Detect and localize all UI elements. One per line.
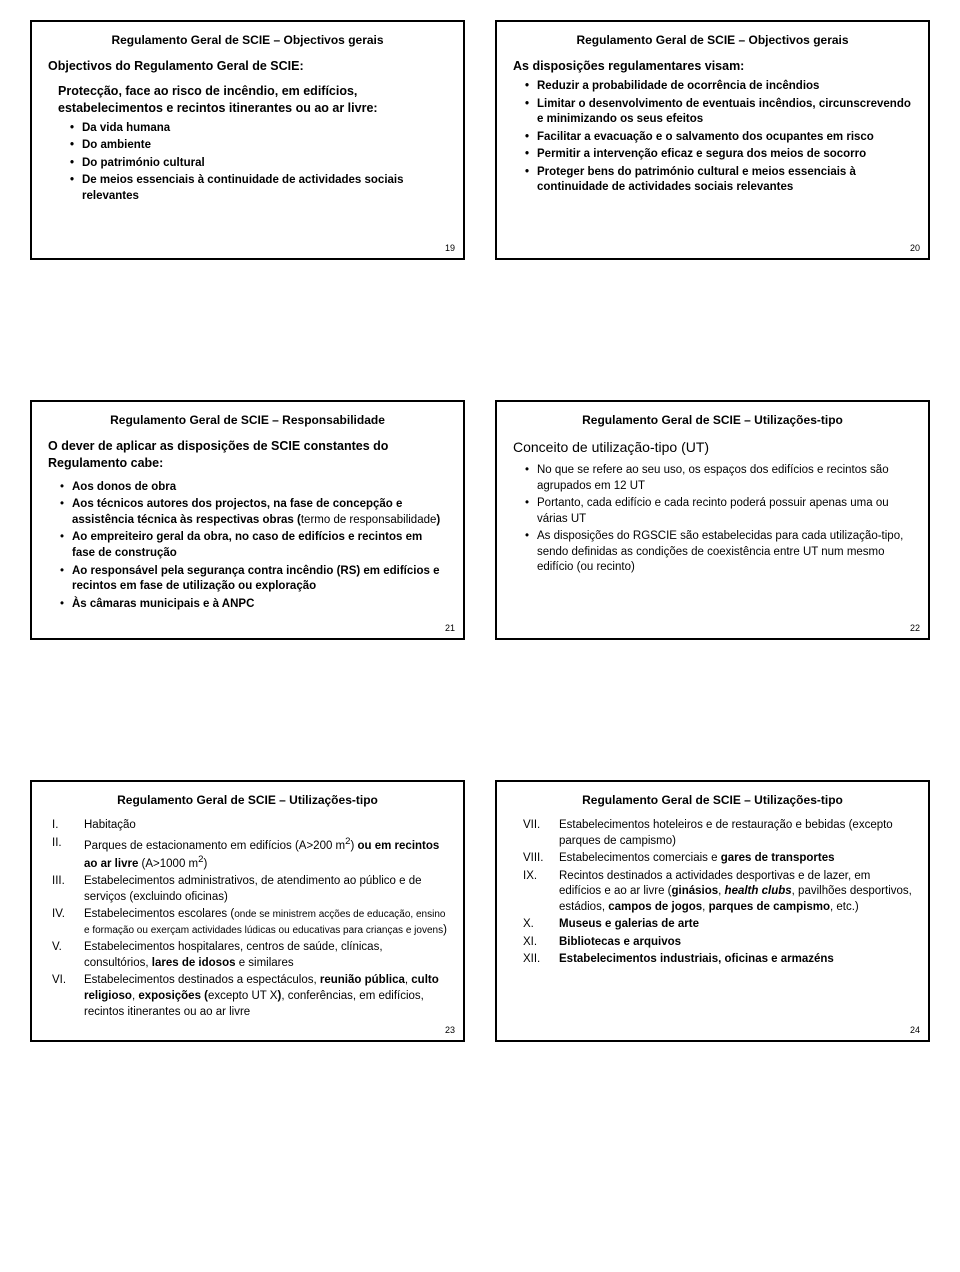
roman-numeral: XII. [523, 952, 559, 968]
item-text: Estabelecimentos hospitalares, centros d… [84, 940, 447, 971]
item-text: Museus e galerias de arte [559, 917, 699, 933]
slide-20: Regulamento Geral de SCIE – Objectivos g… [495, 20, 930, 260]
list-item: II.Parques de estacionamento em edifício… [52, 836, 447, 873]
slide-22: Regulamento Geral de SCIE – Utilizações-… [495, 400, 930, 640]
slide-title: Regulamento Geral de SCIE – Utilizações-… [513, 792, 912, 808]
roman-numeral: IX. [523, 869, 559, 916]
roman-numeral: I. [52, 818, 84, 834]
slide-heading: Objectivos do Regulamento Geral de SCIE: [48, 58, 447, 75]
slide-title: Regulamento Geral de SCIE – Objectivos g… [513, 32, 912, 48]
list-item: Da vida humana [72, 121, 447, 137]
item-text: Recintos destinados a actividades despor… [559, 869, 912, 916]
item-text: Estabelecimentos destinados a espectácul… [84, 973, 447, 1020]
list-item: Permitir a intervenção eficaz e segura d… [527, 147, 912, 163]
list-item: Do património cultural [72, 156, 447, 172]
list-item: No que se refere ao seu uso, os espaços … [527, 463, 912, 494]
page-number: 20 [910, 242, 920, 254]
roman-numeral: VI. [52, 973, 84, 1020]
list-item: De meios essenciais à continuidade de ac… [72, 173, 447, 204]
list-item: Do ambiente [72, 138, 447, 154]
roman-numeral: VII. [523, 818, 559, 849]
roman-numeral: III. [52, 874, 84, 905]
roman-numeral: IV. [52, 907, 84, 938]
roman-numeral: V. [52, 940, 84, 971]
slide-23: Regulamento Geral de SCIE – Utilizações-… [30, 780, 465, 1042]
page-number: 19 [445, 242, 455, 254]
slide-21: Regulamento Geral de SCIE – Responsabili… [30, 400, 465, 640]
item-text: Bibliotecas e arquivos [559, 935, 681, 951]
item-text: Estabelecimentos escolares (onde se mini… [84, 907, 447, 938]
bullet-list: Reduzir a probabilidade de ocorrência de… [513, 79, 912, 196]
list-item: VII.Estabelecimentos hoteleiros e de res… [523, 818, 912, 849]
slide-title: Regulamento Geral de SCIE – Responsabili… [48, 412, 447, 428]
list-item: VIII.Estabelecimentos comerciais e gares… [523, 851, 912, 867]
list-item: As disposições do RGSCIE são estabelecid… [527, 529, 912, 576]
list-item: I.Habitação [52, 818, 447, 834]
list-item: Ao responsável pela segurança contra inc… [62, 564, 447, 595]
slide-heading: Conceito de utilização-tipo (UT) [513, 438, 912, 457]
list-item: XII.Estabelecimentos industriais, oficin… [523, 952, 912, 968]
page-number: 23 [445, 1024, 455, 1036]
page-number: 22 [910, 622, 920, 634]
bullet-list: Da vida humana Do ambiente Do património… [48, 121, 447, 205]
list-item: IX.Recintos destinados a actividades des… [523, 869, 912, 916]
slide-title: Regulamento Geral de SCIE – Utilizações-… [48, 792, 447, 808]
list-item: Facilitar a evacuação e o salvamento dos… [527, 130, 912, 146]
item-text: Estabelecimentos hoteleiros e de restaur… [559, 818, 912, 849]
item-text: Parques de estacionamento em edifícios (… [84, 836, 447, 873]
list-item: Reduzir a probabilidade de ocorrência de… [527, 79, 912, 95]
item-text: Estabelecimentos industriais, oficinas e… [559, 952, 834, 968]
list-item: Limitar o desenvolvimento de eventuais i… [527, 97, 912, 128]
roman-numeral: II. [52, 836, 84, 873]
list-item: Aos donos de obra [62, 480, 447, 496]
slide-grid: Regulamento Geral de SCIE – Objectivos g… [0, 20, 960, 1042]
list-item: V.Estabelecimentos hospitalares, centros… [52, 940, 447, 971]
bullet-list: No que se refere ao seu uso, os espaços … [513, 463, 912, 576]
roman-numeral: VIII. [523, 851, 559, 867]
slide-heading: As disposições regulamentares visam: [513, 58, 912, 75]
roman-numeral: XI. [523, 935, 559, 951]
slide-title: Regulamento Geral de SCIE – Utilizações-… [513, 412, 912, 428]
list-item: IV.Estabelecimentos escolares (onde se m… [52, 907, 447, 938]
page-number: 21 [445, 622, 455, 634]
list-item: X.Museus e galerias de arte [523, 917, 912, 933]
item-text: Estabelecimentos comerciais e gares de t… [559, 851, 834, 867]
slide-24: Regulamento Geral de SCIE – Utilizações-… [495, 780, 930, 1042]
item-text: Habitação [84, 818, 136, 834]
list-item: VI.Estabelecimentos destinados a espectá… [52, 973, 447, 1020]
list-item: Proteger bens do património cultural e m… [527, 165, 912, 196]
list-item: XI.Bibliotecas e arquivos [523, 935, 912, 951]
bullet-list: Aos donos de obra Aos técnicos autores d… [48, 480, 447, 612]
roman-numeral: X. [523, 917, 559, 933]
list-item: Às câmaras municipais e à ANPC [62, 597, 447, 613]
roman-list: VII.Estabelecimentos hoteleiros e de res… [513, 818, 912, 968]
item-text: Estabelecimentos administrativos, de ate… [84, 874, 447, 905]
list-item: Ao empreiteiro geral da obra, no caso de… [62, 530, 447, 561]
intro-text: Protecção, face ao risco de incêndio, em… [48, 83, 447, 117]
slide-title: Regulamento Geral de SCIE – Objectivos g… [48, 32, 447, 48]
slide-19: Regulamento Geral de SCIE – Objectivos g… [30, 20, 465, 260]
list-item: Aos técnicos autores dos projectos, na f… [62, 497, 447, 528]
page-number: 24 [910, 1024, 920, 1036]
slide-heading: O dever de aplicar as disposições de SCI… [48, 438, 447, 472]
list-item: III.Estabelecimentos administrativos, de… [52, 874, 447, 905]
roman-list: I.Habitação II.Parques de estacionamento… [48, 818, 447, 1020]
list-item: Portanto, cada edifício e cada recinto p… [527, 496, 912, 527]
